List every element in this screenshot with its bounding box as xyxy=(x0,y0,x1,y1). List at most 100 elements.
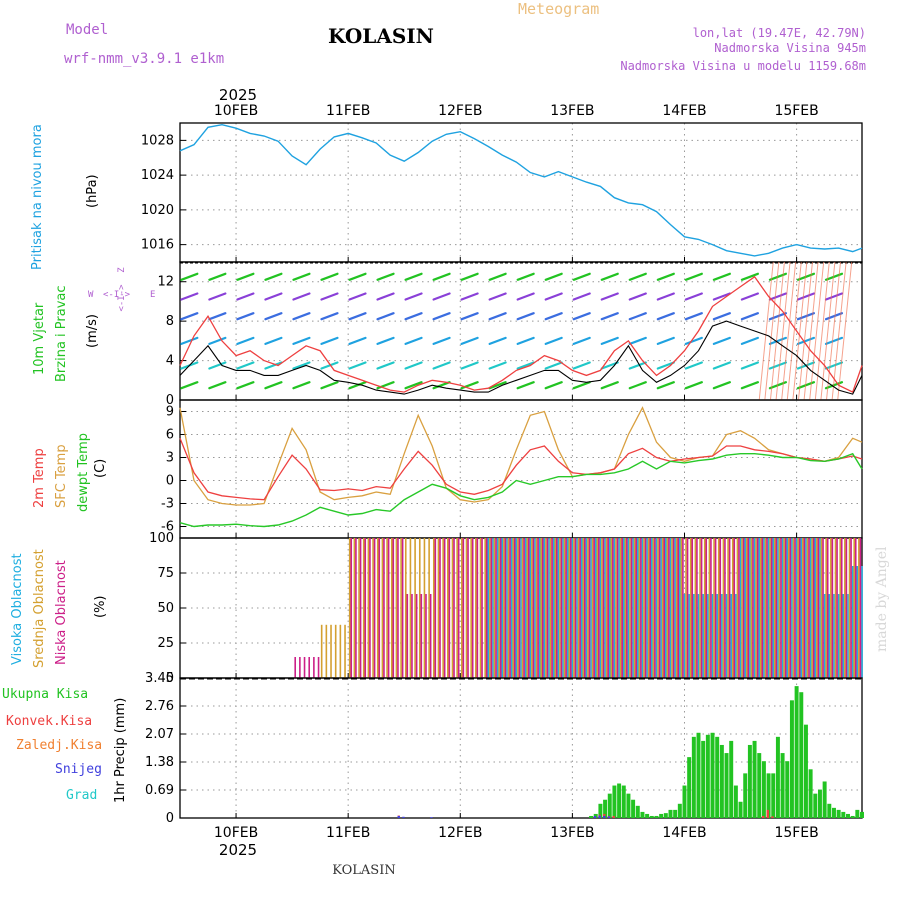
wind-arrow xyxy=(348,272,367,281)
wind-arrow xyxy=(628,336,647,345)
wind-arrow xyxy=(404,292,423,301)
y-tick-label: -6 xyxy=(161,520,174,535)
total-rain-bar xyxy=(677,803,682,818)
bottom-date-label: 12FEB xyxy=(438,825,482,841)
wind-arrow xyxy=(656,336,675,345)
pressure-line xyxy=(179,123,863,257)
strong-wind-hatch xyxy=(786,261,802,401)
wind-arrow xyxy=(460,292,479,301)
total-rain-bar xyxy=(603,799,608,818)
total-rain-bar xyxy=(626,793,631,818)
wind-arrow xyxy=(208,336,227,345)
wind-arrow xyxy=(600,312,619,321)
wind-arrow xyxy=(684,312,703,321)
wind-arrow xyxy=(488,312,507,321)
snow-bar xyxy=(430,817,433,818)
wind-arrow xyxy=(460,336,479,345)
chart-panels: 101610201024102804812-6-3036902550751000… xyxy=(141,122,864,826)
total-rain-bar xyxy=(607,793,612,818)
precip-unit: 1hr Precip (mm) xyxy=(113,698,128,803)
total-rain-bar xyxy=(705,734,710,818)
wind-arrow xyxy=(320,361,339,370)
y-tick-label: 6 xyxy=(166,428,174,443)
total-rain-bar xyxy=(822,781,827,818)
total-rain-bar xyxy=(747,744,752,818)
wind-title-1: 10m Vjetar xyxy=(32,302,47,375)
sfc-temp-label: SFC Temp xyxy=(54,444,69,508)
wind-arrow xyxy=(824,292,844,301)
y-tick-label: 0 xyxy=(166,671,174,686)
bottom-date-label: 14FEB xyxy=(662,825,706,841)
y-tick-label: -3 xyxy=(161,497,174,512)
total-rain-bar xyxy=(817,789,822,818)
year-bottom: 2025 xyxy=(219,841,257,859)
temp2m-line xyxy=(179,438,863,501)
y-tick-label: 50 xyxy=(157,601,174,616)
wind-arrow xyxy=(236,272,255,281)
wind-arrow xyxy=(348,381,367,390)
total-rain-bar xyxy=(836,809,841,818)
wind-arrow xyxy=(768,312,788,321)
wind-arrow xyxy=(684,336,703,345)
wind-arrow xyxy=(348,292,367,301)
strong-wind-hatch xyxy=(809,261,825,401)
wind-arrow xyxy=(796,312,816,321)
wind-arrow xyxy=(684,272,703,281)
total-rain-bar xyxy=(813,793,818,818)
wind-arrow xyxy=(292,381,311,390)
wind-arrow xyxy=(404,361,423,370)
wind-arrow xyxy=(712,381,731,390)
strong-wind-hatch xyxy=(792,261,808,401)
bottom-date-axis: 10FEB 11FEB 12FEB 13FEB 14FEB 15FEB xyxy=(214,825,819,841)
strong-wind-hatch xyxy=(814,261,830,401)
wind-arrow xyxy=(544,381,563,390)
total-rain-bar xyxy=(771,773,776,818)
wind-arrow xyxy=(264,292,283,301)
wind-arrow xyxy=(516,336,535,345)
legend-snow: Snijeg xyxy=(55,762,102,777)
top-date-label: 15FEB xyxy=(774,103,818,119)
wind-unit: (m/s) xyxy=(85,314,100,348)
wind-arrow xyxy=(600,292,619,301)
total-rain-bar xyxy=(654,815,659,818)
total-rain-bar xyxy=(589,815,594,818)
wind-arrow xyxy=(460,272,479,281)
y-tick-label: 4 xyxy=(166,354,174,369)
y-tick-label: 1.38 xyxy=(145,755,174,770)
wind-arrow xyxy=(348,361,367,370)
total-rain-bar xyxy=(635,805,640,818)
wind-arrow xyxy=(824,361,844,370)
total-rain-bar xyxy=(659,813,664,818)
total-rain-bar xyxy=(803,724,808,818)
y-tick-label: 8 xyxy=(166,314,174,329)
total-rain-bar xyxy=(789,700,794,818)
snow-bar xyxy=(397,815,400,818)
wind-arrow xyxy=(740,312,759,321)
elevation-text: Nadmorska Visina 945m xyxy=(714,41,866,55)
legend-hail: Grad xyxy=(66,788,97,803)
wind-arrow xyxy=(656,381,675,390)
wind-arrow xyxy=(460,381,479,390)
wind-arrow xyxy=(404,336,423,345)
model-name: wrf-nmm_v3.9.1 e1km xyxy=(64,51,224,67)
product-title: Meteogram xyxy=(518,0,599,18)
wind-arrow xyxy=(208,381,227,390)
wind-arrow xyxy=(292,312,311,321)
total-rain-bar xyxy=(766,773,771,818)
wind-arrow xyxy=(740,336,759,345)
y-tick-label: 3.45 xyxy=(145,671,174,686)
wind-arrow xyxy=(488,381,507,390)
high-cloud-label: Visoka Oblacnost xyxy=(10,553,25,665)
wind-arrow xyxy=(740,272,759,281)
total-rain-bar xyxy=(808,769,813,818)
strong-wind-hatch xyxy=(758,261,774,401)
wind-arrow xyxy=(712,272,731,281)
total-rain-bar xyxy=(640,811,645,818)
pressure-panel: 1016 1020 1024 1028 xyxy=(141,122,863,263)
total-rain-bar xyxy=(621,785,626,818)
wind-arrow xyxy=(180,292,199,301)
total-rain-bar xyxy=(733,785,738,818)
wind-arrow xyxy=(180,312,199,321)
top-date-axis: 10FEB 11FEB 12FEB 13FEB 14FEB 15FEB xyxy=(214,103,819,119)
wind-arrow xyxy=(320,292,339,301)
